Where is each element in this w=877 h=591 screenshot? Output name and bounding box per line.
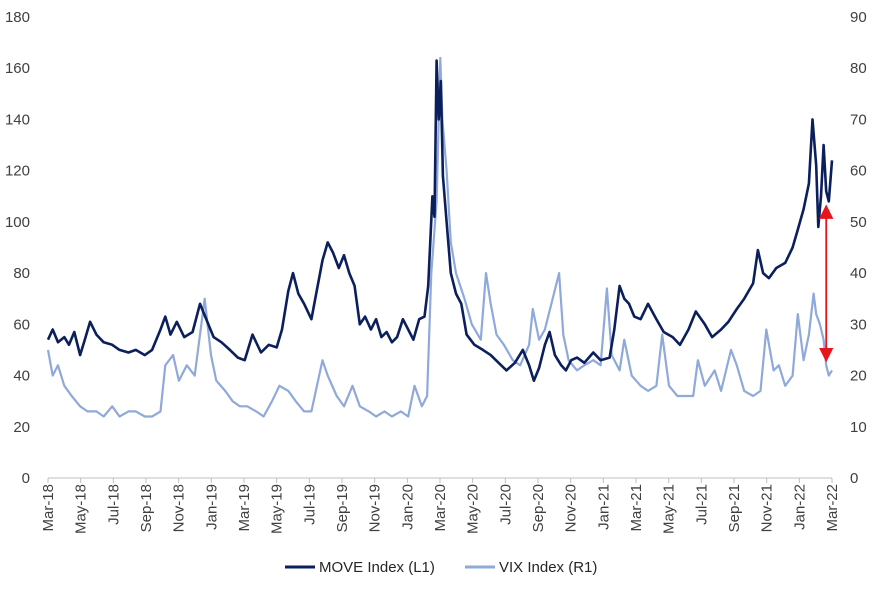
y-right-tick-label: 20	[850, 368, 867, 385]
vix-index-line	[46, 56, 833, 418]
x-tick-label: Nov-19	[367, 484, 384, 532]
x-tick-label: Jan-19	[203, 484, 220, 530]
y-left-tick-label: 60	[13, 316, 30, 333]
y-right-tick-label: 40	[850, 265, 867, 282]
x-tick-label: Sep-20	[530, 484, 547, 532]
x-tick-label: Sep-21	[726, 484, 743, 532]
y-left-tick-label: 40	[13, 368, 30, 385]
y-left-tick-label: 0	[22, 470, 30, 487]
x-tick-label: Jul-20	[497, 484, 514, 525]
legend-label-vix: VIX Index (R1)	[499, 559, 597, 576]
x-tick-label: Nov-18	[171, 484, 188, 532]
y-left-tick-label: 80	[13, 265, 30, 282]
y-left-tick-label: 120	[5, 163, 30, 180]
y-left-tick-label: 160	[5, 60, 30, 77]
y-left-tick-label: 180	[5, 9, 30, 26]
x-tick-label: May-19	[269, 484, 286, 534]
y-right-tick-label: 60	[850, 163, 867, 180]
y-right-tick-label: 70	[850, 111, 867, 128]
x-tick-label: Nov-21	[759, 484, 776, 532]
x-tick-label: Jul-19	[301, 484, 318, 525]
y-right-tick-label: 0	[850, 470, 858, 487]
x-tick-label: Sep-19	[334, 484, 351, 532]
x-tick-label: Nov-20	[563, 484, 580, 532]
y-right-tick-label: 10	[850, 419, 867, 436]
y-right-tick-label: 30	[850, 316, 867, 333]
x-tick-label: Mar-22	[824, 484, 841, 532]
x-tick-label: Jan-21	[595, 484, 612, 530]
move-index-line	[46, 59, 834, 382]
y-left-tick-label: 100	[5, 214, 30, 231]
x-tick-label: Jul-18	[105, 484, 122, 525]
x-tick-label: May-20	[465, 484, 482, 534]
y-left-tick-label: 140	[5, 111, 30, 128]
x-tick-label: Mar-19	[236, 484, 253, 532]
x-tick-label: Mar-21	[628, 484, 645, 532]
y-right-tick-label: 50	[850, 214, 867, 231]
x-tick-label: Sep-18	[138, 484, 155, 532]
x-tick-label: Jan-20	[399, 484, 416, 530]
y-right-tick-label: 80	[850, 60, 867, 77]
x-tick-label: Mar-20	[432, 484, 449, 532]
x-tick-label: May-18	[73, 484, 90, 534]
legend-label-move: MOVE Index (L1)	[319, 559, 435, 576]
x-tick-label: Jul-21	[693, 484, 710, 525]
x-tick-label: Jan-22	[791, 484, 808, 530]
y-left-tick-label: 20	[13, 419, 30, 436]
y-right-tick-label: 90	[850, 9, 867, 26]
x-tick-label: May-21	[661, 484, 678, 534]
x-tick-label: Mar-18	[40, 484, 57, 532]
